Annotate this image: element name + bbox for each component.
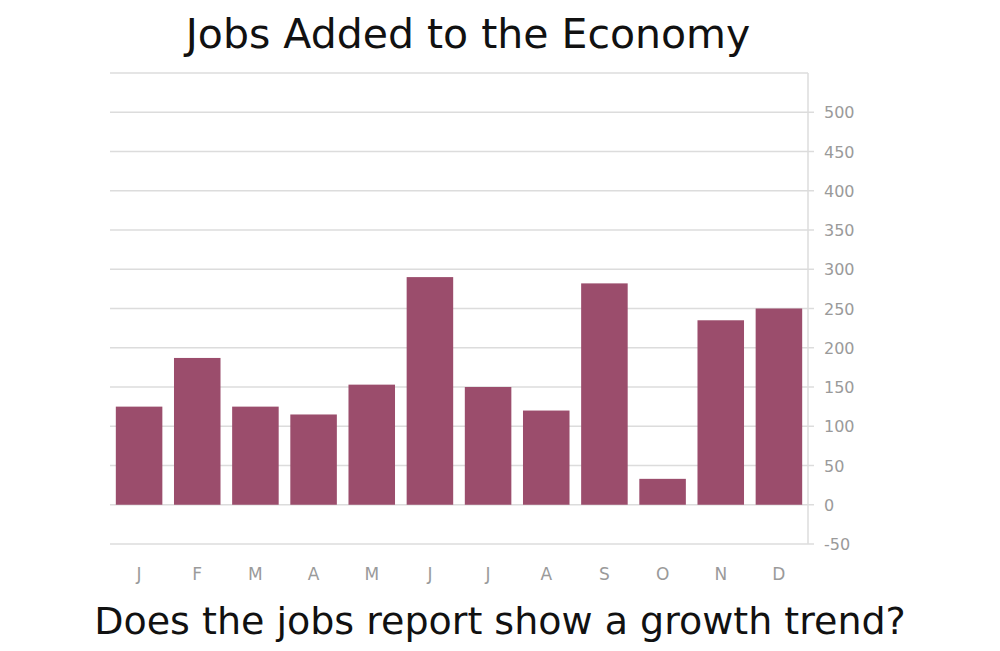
tick-mark [808, 347, 814, 349]
bar [465, 387, 512, 505]
annotation: Does the jobs report show a growth trend… [94, 599, 906, 643]
chart-svg: -50 0 50 100 150 200 250 300 350 400 450 500 J F M A M J J… [0, 0, 1000, 651]
y-tick-label: 250 [824, 300, 855, 319]
y-tick-label: -50 [824, 535, 850, 554]
grid-line [110, 151, 808, 153]
x-tick-label: J [426, 564, 432, 584]
tick-mark [808, 269, 814, 271]
x-tick-label: A [540, 564, 552, 584]
bar [232, 407, 279, 505]
y-tick-label: 300 [824, 260, 855, 279]
grid-line [110, 190, 808, 192]
grid-line [110, 112, 808, 114]
bar [290, 414, 337, 504]
bar [523, 411, 570, 505]
tick-mark [808, 151, 814, 153]
x-tick-label: F [192, 564, 202, 584]
tick-mark [808, 426, 814, 428]
y-tick-label: 400 [824, 182, 855, 201]
tick-mark [808, 308, 814, 310]
bar [581, 283, 628, 504]
x-tick-label: D [772, 564, 785, 584]
range-frame-top [110, 72, 808, 74]
grid-line [110, 269, 808, 271]
x-tick-label: O [656, 564, 669, 584]
bar [407, 277, 454, 505]
bar [116, 407, 163, 505]
bars [116, 277, 802, 505]
tick-mark [808, 543, 814, 545]
y-tick-label: 0 [824, 496, 834, 515]
x-tick-label: J [136, 564, 142, 584]
x-tick-label: J [485, 564, 491, 584]
x-tick-label: N [714, 564, 727, 584]
tick-mark [808, 504, 814, 506]
bar [756, 309, 803, 505]
bar [639, 479, 686, 505]
chart-container: -50 0 50 100 150 200 250 300 350 400 450 500 J F M A M J J… [0, 0, 1000, 651]
tick-mark [808, 112, 814, 114]
y-tick-label: 450 [824, 143, 855, 162]
grid-line [110, 308, 808, 310]
y-tick-label: 200 [824, 339, 855, 358]
y-tick-label: 150 [824, 378, 855, 397]
y-tick-label: 500 [824, 103, 855, 122]
grid-line [110, 229, 808, 231]
tick-mark [808, 465, 814, 467]
tick-mark [808, 386, 814, 388]
bar [348, 385, 395, 505]
y-tick-label: 100 [824, 417, 855, 436]
bar [174, 358, 221, 505]
tick-mark [808, 190, 814, 192]
x-tick-label: M [364, 564, 379, 584]
bar [697, 320, 744, 504]
tick-mark [808, 229, 814, 231]
x-tick-label: S [599, 564, 610, 584]
x-tick-label: M [248, 564, 263, 584]
y-tick-label: 50 [824, 457, 844, 476]
y-tick-label: 350 [824, 221, 855, 240]
chart-title: Jobs Added to the Economy [183, 10, 751, 58]
x-tick-label: A [308, 564, 320, 584]
grid-line [110, 543, 808, 545]
